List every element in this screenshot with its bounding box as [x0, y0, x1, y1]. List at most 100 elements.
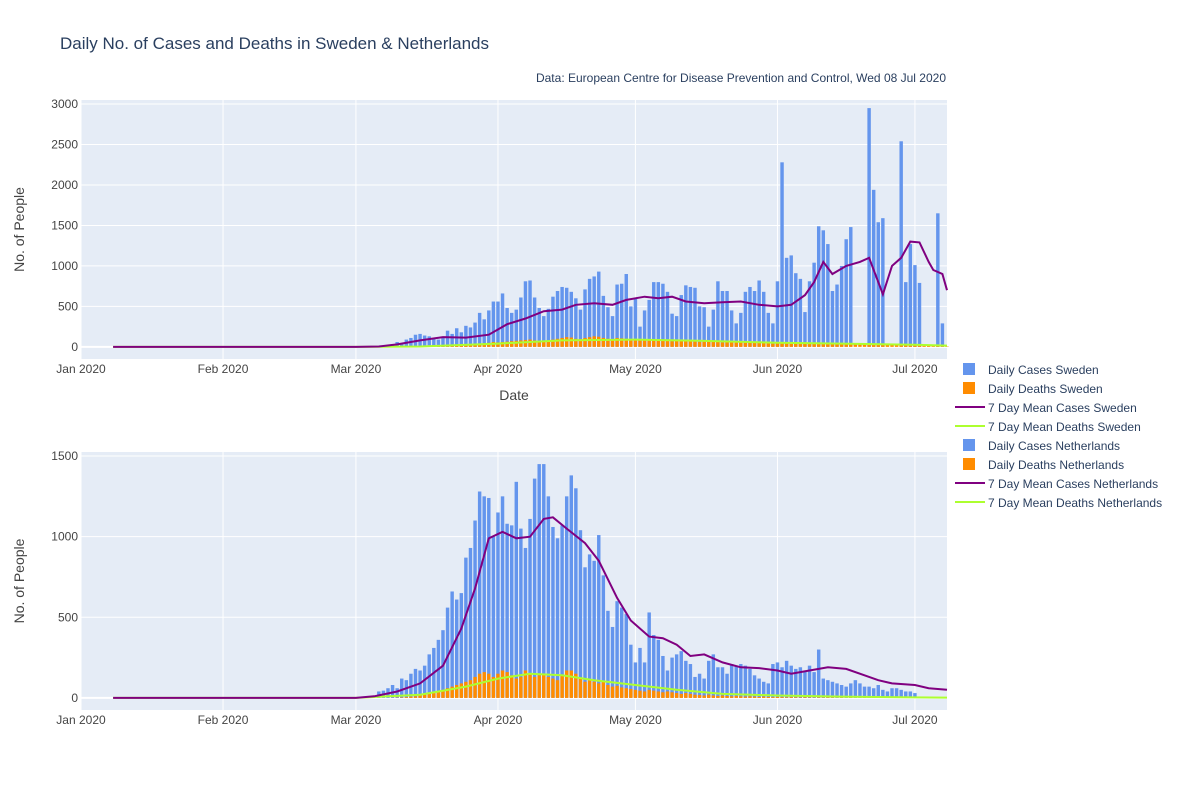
- cases-bar: [835, 683, 839, 698]
- deaths-bar: [771, 697, 775, 698]
- deaths-bar: [564, 337, 569, 347]
- deaths-bar: [569, 337, 573, 347]
- deaths-bar: [844, 343, 848, 347]
- cases-bar: [816, 226, 821, 347]
- cases-bar: [619, 283, 624, 347]
- deaths-bar: [574, 673, 578, 698]
- chart-title: Daily No. of Cases and Deaths in Sweden …: [60, 34, 490, 53]
- legend-item[interactable]: 7 Day Mean Deaths Netherlands: [955, 493, 1162, 512]
- x-tick-label: Jun 2020: [753, 713, 803, 727]
- legend-label: Daily Deaths Netherlands: [988, 457, 1125, 472]
- legend-line-swatch: [955, 398, 985, 417]
- deaths-bar: [780, 697, 784, 698]
- deaths-bar: [629, 689, 633, 698]
- cases-bar: [523, 281, 528, 347]
- legend-item[interactable]: 7 Day Mean Cases Sweden: [955, 398, 1162, 417]
- deaths-bar: [413, 696, 418, 698]
- cases-bar: [652, 282, 656, 347]
- cases-bar: [794, 668, 798, 698]
- legend-item[interactable]: Daily Cases Netherlands: [955, 436, 1162, 455]
- cases-bar: [716, 281, 720, 347]
- cases-bar: [771, 323, 775, 347]
- cases-bar: [720, 291, 725, 347]
- deaths-bar: [569, 670, 573, 698]
- deaths-bar: [505, 672, 509, 698]
- deaths-bar: [748, 696, 752, 698]
- x-tick-label: Mar 2020: [331, 713, 382, 727]
- legend-item[interactable]: Daily Deaths Netherlands: [955, 455, 1162, 474]
- deaths-bar: [904, 345, 908, 347]
- source-note: Data: European Centre for Disease Preven…: [535, 71, 946, 85]
- cases-bar: [697, 673, 702, 698]
- cases-bar: [445, 607, 450, 698]
- deaths-bar: [835, 344, 839, 347]
- cases-bar: [711, 309, 716, 347]
- deaths-bar: [913, 345, 917, 347]
- cases-bar: [702, 678, 706, 698]
- cases-bar: [583, 289, 587, 347]
- deaths-bar: [514, 678, 519, 698]
- deaths-bar: [762, 342, 766, 347]
- cases-bar: [560, 525, 564, 698]
- cases-bar: [459, 593, 464, 698]
- legend-item[interactable]: Daily Deaths Sweden: [955, 379, 1162, 398]
- legend-item[interactable]: 7 Day Mean Deaths Sweden: [955, 417, 1162, 436]
- cases-bar: [487, 497, 491, 698]
- cases-bar: [821, 230, 826, 347]
- mean-deaths-line: [113, 672, 948, 699]
- x-tick-label: Feb 2020: [198, 713, 249, 727]
- deaths-bar: [542, 673, 546, 698]
- deaths-bar: [583, 681, 587, 698]
- cases-bar: [940, 323, 945, 347]
- deaths-bar: [894, 345, 899, 347]
- cases-bar: [587, 554, 592, 698]
- cases-bar: [752, 675, 757, 698]
- cases-bar: [670, 657, 674, 698]
- deaths-bar: [592, 336, 596, 347]
- cases-bar: [537, 308, 541, 347]
- deaths-bar: [629, 339, 633, 347]
- cases-bar: [881, 218, 885, 347]
- x-axis-title: Date: [499, 387, 529, 403]
- deaths-bar: [500, 670, 505, 698]
- cases-bar: [858, 683, 862, 698]
- cases-bar: [464, 325, 468, 347]
- y-tick-label: 1000: [51, 530, 78, 544]
- deaths-bar: [812, 343, 816, 347]
- legend: Daily Cases Sweden Daily Deaths Sweden 7 D…: [955, 360, 1162, 512]
- cases-bar: [803, 670, 807, 698]
- deaths-bar: [441, 689, 445, 698]
- cases-bar: [638, 647, 642, 698]
- cases-bar: [762, 681, 766, 698]
- deaths-bar: [757, 342, 761, 347]
- deaths-bar: [509, 675, 514, 698]
- deaths-bar: [619, 687, 624, 698]
- cases-bar: [610, 316, 615, 347]
- cases-bar: [555, 538, 560, 698]
- cases-bar: [555, 291, 560, 347]
- cases-bar: [551, 296, 555, 347]
- deaths-bar: [487, 673, 491, 698]
- cases-bar: [629, 644, 633, 698]
- deaths-bar: [679, 693, 683, 698]
- legend-item[interactable]: Daily Cases Sweden: [955, 360, 1162, 379]
- sweden-subplot: 0 500 1000 1500 2000 2500 3000 Jan 2020 Feb 2020…: [11, 97, 949, 403]
- deaths-bar: [514, 340, 519, 347]
- cases-bar: [849, 683, 853, 698]
- cases-bar: [936, 213, 940, 347]
- legend-label: Daily Deaths Sweden: [988, 381, 1103, 396]
- cases-bar: [885, 691, 890, 698]
- deaths-bar: [445, 688, 450, 698]
- cases-bar: [665, 670, 670, 698]
- cases-bar: [500, 496, 505, 698]
- legend-item[interactable]: 7 Day Mean Cases Netherlands: [955, 474, 1162, 493]
- cases-bar: [762, 291, 766, 347]
- cases-bar: [468, 547, 473, 698]
- deaths-bar: [725, 342, 729, 347]
- deaths-bar: [597, 336, 601, 347]
- deaths-bar: [642, 340, 647, 347]
- deaths-bar: [496, 673, 500, 698]
- deaths-bar: [404, 697, 409, 698]
- cases-bar: [853, 680, 858, 698]
